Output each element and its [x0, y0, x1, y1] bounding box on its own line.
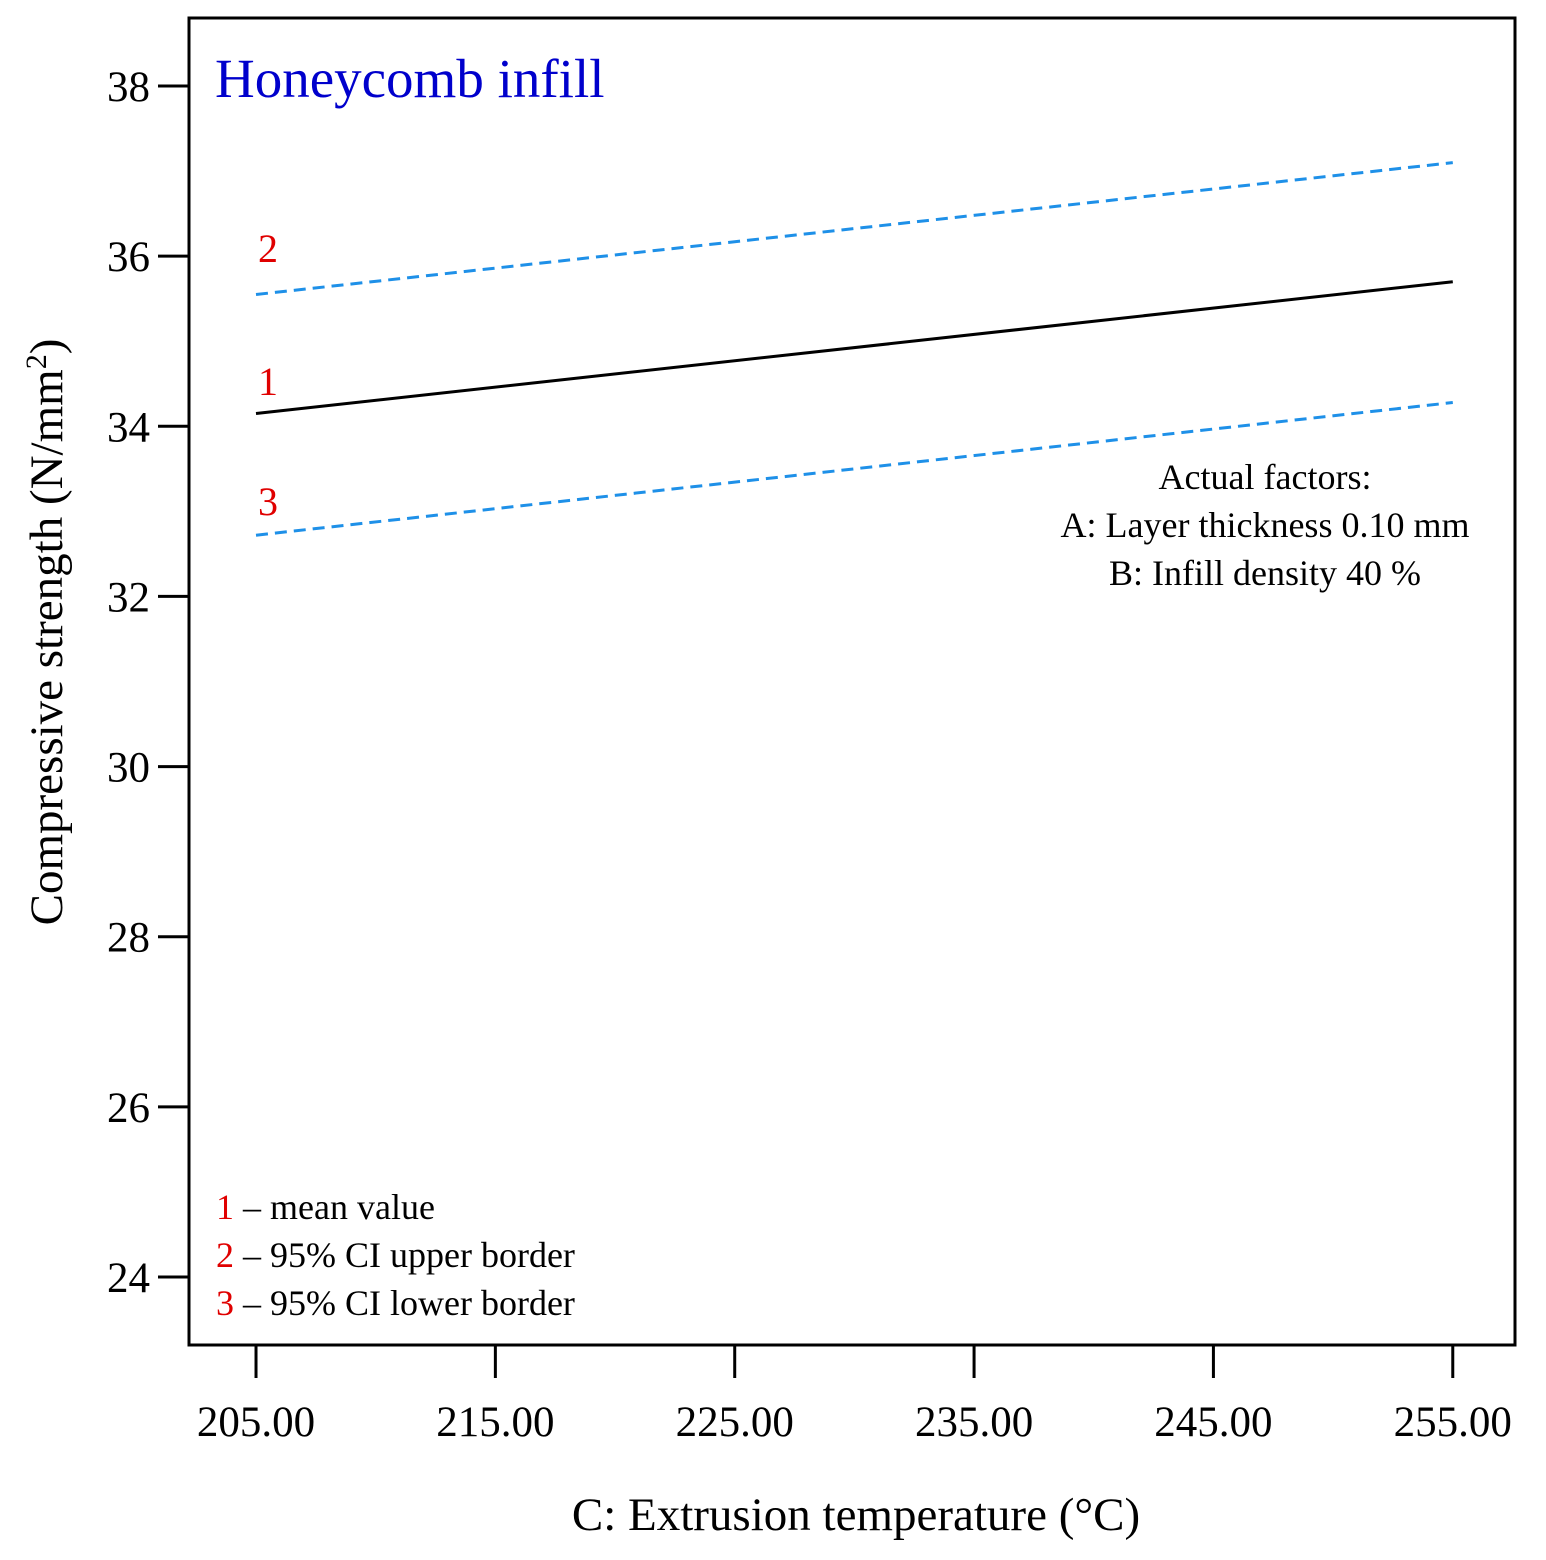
y-tick-label: 38: [107, 64, 150, 111]
legend-entry-1: 1 – mean value: [216, 1187, 435, 1227]
x-axis-title: C: Extrusion temperature (°C): [572, 1489, 1140, 1541]
y-tick-label: 34: [107, 404, 150, 451]
plot-frame: [187, 16, 1517, 1347]
y-axis-title-sup: 2: [20, 354, 53, 369]
series-line-3: [255, 401, 1453, 537]
y-tick-label: 30: [107, 745, 150, 792]
series-label-1: 1: [258, 359, 278, 404]
legend-label-2: – 95% CI upper border: [234, 1235, 575, 1275]
x-tick-label: 245.00: [1154, 1399, 1272, 1446]
x-tick-label: 225.00: [676, 1399, 794, 1446]
legend-num-2: 2: [216, 1235, 234, 1275]
actual-factors: Actual factors: A: Layer thickness 0.10 …: [1061, 457, 1470, 593]
x-tick-label: 235.00: [915, 1399, 1033, 1446]
x-axis: 205.00 215.00 225.00 235.00 245.00 255.00: [197, 1345, 1512, 1446]
y-axis-title: Compressive strength (N/mm2): [20, 339, 74, 926]
chart-title: Honeycomb infill: [215, 48, 605, 109]
factor-b: B: Infill density 40 %: [1109, 553, 1421, 593]
factor-a: A: Layer thickness 0.10 mm: [1061, 505, 1470, 545]
x-tick-label: 205.00: [197, 1399, 315, 1446]
series-line-1: [255, 280, 1453, 415]
y-tick-label: 32: [107, 574, 150, 621]
y-tick-label: 36: [107, 234, 150, 281]
legend-label-3: – 95% CI lower border: [234, 1283, 575, 1323]
legend-entry-2: 2 – 95% CI upper border: [216, 1235, 575, 1275]
x-tick-label: 215.00: [436, 1399, 554, 1446]
y-axis-title-main: Compressive strength (N/mm: [21, 369, 73, 925]
legend: 1 – mean value 2 – 95% CI upper border 3…: [216, 1187, 575, 1323]
y-axis: 24 26 28 30 32 34 36 38: [107, 64, 189, 1302]
legend-label-1: – mean value: [234, 1187, 435, 1227]
legend-num-3: 3: [216, 1283, 234, 1323]
x-tick-label: 255.00: [1394, 1399, 1512, 1446]
y-axis-title-close: ): [21, 339, 73, 355]
series-layer: [255, 161, 1453, 537]
legend-num-1: 1: [216, 1187, 234, 1227]
factors-heading: Actual factors:: [1159, 457, 1372, 497]
y-tick-label: 28: [107, 915, 150, 962]
series-line-2: [255, 161, 1453, 296]
series-label-2: 2: [258, 226, 278, 271]
y-tick-label: 26: [107, 1085, 150, 1132]
y-tick-label: 24: [107, 1255, 150, 1302]
series-label-3: 3: [258, 479, 278, 524]
legend-entry-3: 3 – 95% CI lower border: [216, 1283, 575, 1323]
